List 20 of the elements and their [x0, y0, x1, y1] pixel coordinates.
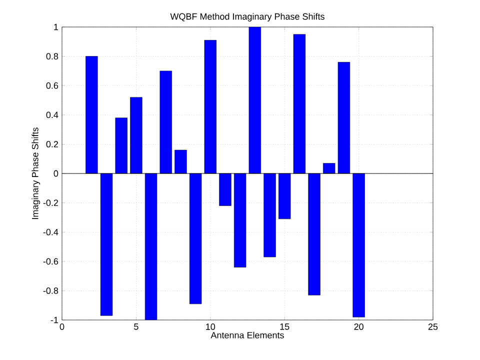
chart-title: WQBF Method Imaginary Phase Shifts [170, 13, 324, 22]
x-tick-label: 0 [60, 324, 64, 330]
x-tick-label: 5 [134, 324, 138, 330]
y-tick-label: -0.4 [43, 228, 58, 236]
y-tick-label: -0.6 [43, 258, 58, 265]
y-tick-label: 0.2 [46, 141, 58, 148]
x-axis-title: Antenna Elements [210, 332, 284, 338]
y-tick-label: -1 [50, 316, 58, 324]
x-tick-label: 20 [354, 324, 364, 330]
y-tick-label: 0.6 [46, 82, 58, 89]
x-tick-label: 10 [206, 324, 216, 330]
y-tick-label: -0.2 [43, 200, 58, 206]
x-tick-label: 15 [280, 324, 290, 330]
y-tick-label: 0.8 [46, 53, 58, 60]
y-tick-label: 0.4 [46, 112, 58, 118]
x-tick-label: 25 [428, 324, 438, 330]
y-tick-label: 1 [54, 24, 58, 30]
y-axis-title: Imaginary Phase Shifts [32, 128, 40, 219]
y-tick-label: -0.8 [43, 288, 58, 294]
y-tick-label: 0 [54, 170, 58, 177]
